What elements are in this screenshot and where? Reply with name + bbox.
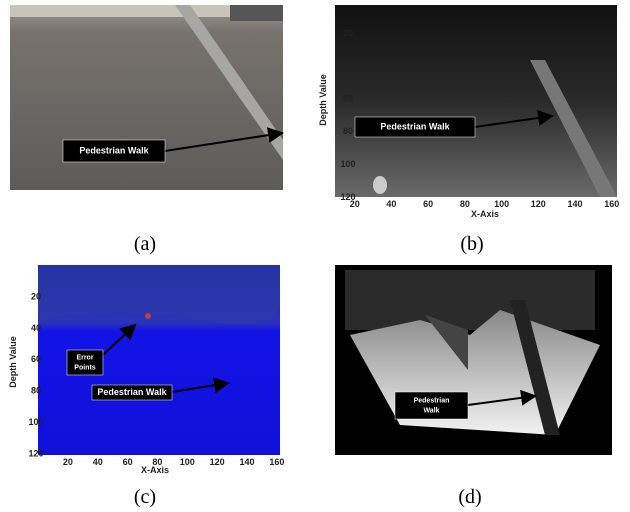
x-tick-label: 160 — [604, 199, 619, 209]
caption: (b) — [460, 233, 483, 255]
y-axis-label: Depth Value — [318, 74, 328, 126]
y-axis-label: Depth Value — [8, 336, 18, 388]
y-tick-label: 80 — [343, 126, 353, 136]
annotation-text: Pedestrian Walk — [97, 387, 167, 397]
x-tick-label: 80 — [460, 199, 470, 209]
x-tick-label: 100 — [494, 199, 509, 209]
x-tick-label: 40 — [386, 199, 396, 209]
annotation-text: Pedestrian Walk — [79, 145, 149, 155]
annotation-box — [395, 392, 468, 419]
panel-d-image — [335, 265, 612, 455]
x-tick-label: 40 — [93, 457, 103, 467]
y-tick-label: 60 — [31, 354, 41, 364]
x-tick-label: 20 — [350, 199, 360, 209]
x-tick-label: 60 — [123, 457, 133, 467]
x-tick-label: 100 — [180, 457, 195, 467]
caption: (d) — [458, 486, 481, 508]
y-tick-label: 80 — [31, 386, 41, 396]
y-tick-label: 20 — [31, 291, 41, 301]
x-tick-label: 140 — [240, 457, 255, 467]
annotation-text: Pedestrian Walk — [380, 121, 450, 131]
annotation-text: Walk — [423, 407, 439, 414]
x-tick-label: 60 — [423, 199, 433, 209]
annotation-text: Pedestrian — [414, 397, 450, 404]
caption: (c) — [134, 486, 156, 508]
y-tick-label: 20 — [343, 28, 353, 38]
x-tick-label: 120 — [531, 199, 546, 209]
x-tick-label: 120 — [210, 457, 225, 467]
y-tick-label: 40 — [31, 323, 41, 333]
panel-b-image — [335, 5, 617, 197]
x-tick-label: 20 — [63, 457, 73, 467]
x-axis-label: X-Axis — [471, 209, 499, 219]
x-axis-label: X-Axis — [141, 465, 169, 475]
caption: (a) — [134, 233, 156, 255]
y-tick-label: 60 — [343, 93, 353, 103]
annotation-text: Error — [76, 354, 93, 361]
x-tick-label: 140 — [568, 199, 583, 209]
y-tick-label: 100 — [28, 417, 43, 427]
annotation-text: Points — [74, 364, 95, 371]
y-tick-label: 40 — [343, 61, 353, 71]
y-tick-label: 120 — [28, 448, 43, 458]
figure: (a) Pedestrian Walk (b) Pedestrian Walk 20 40… — [0, 0, 630, 512]
y-tick-label: 100 — [340, 159, 355, 169]
x-tick-label: 160 — [269, 457, 284, 467]
